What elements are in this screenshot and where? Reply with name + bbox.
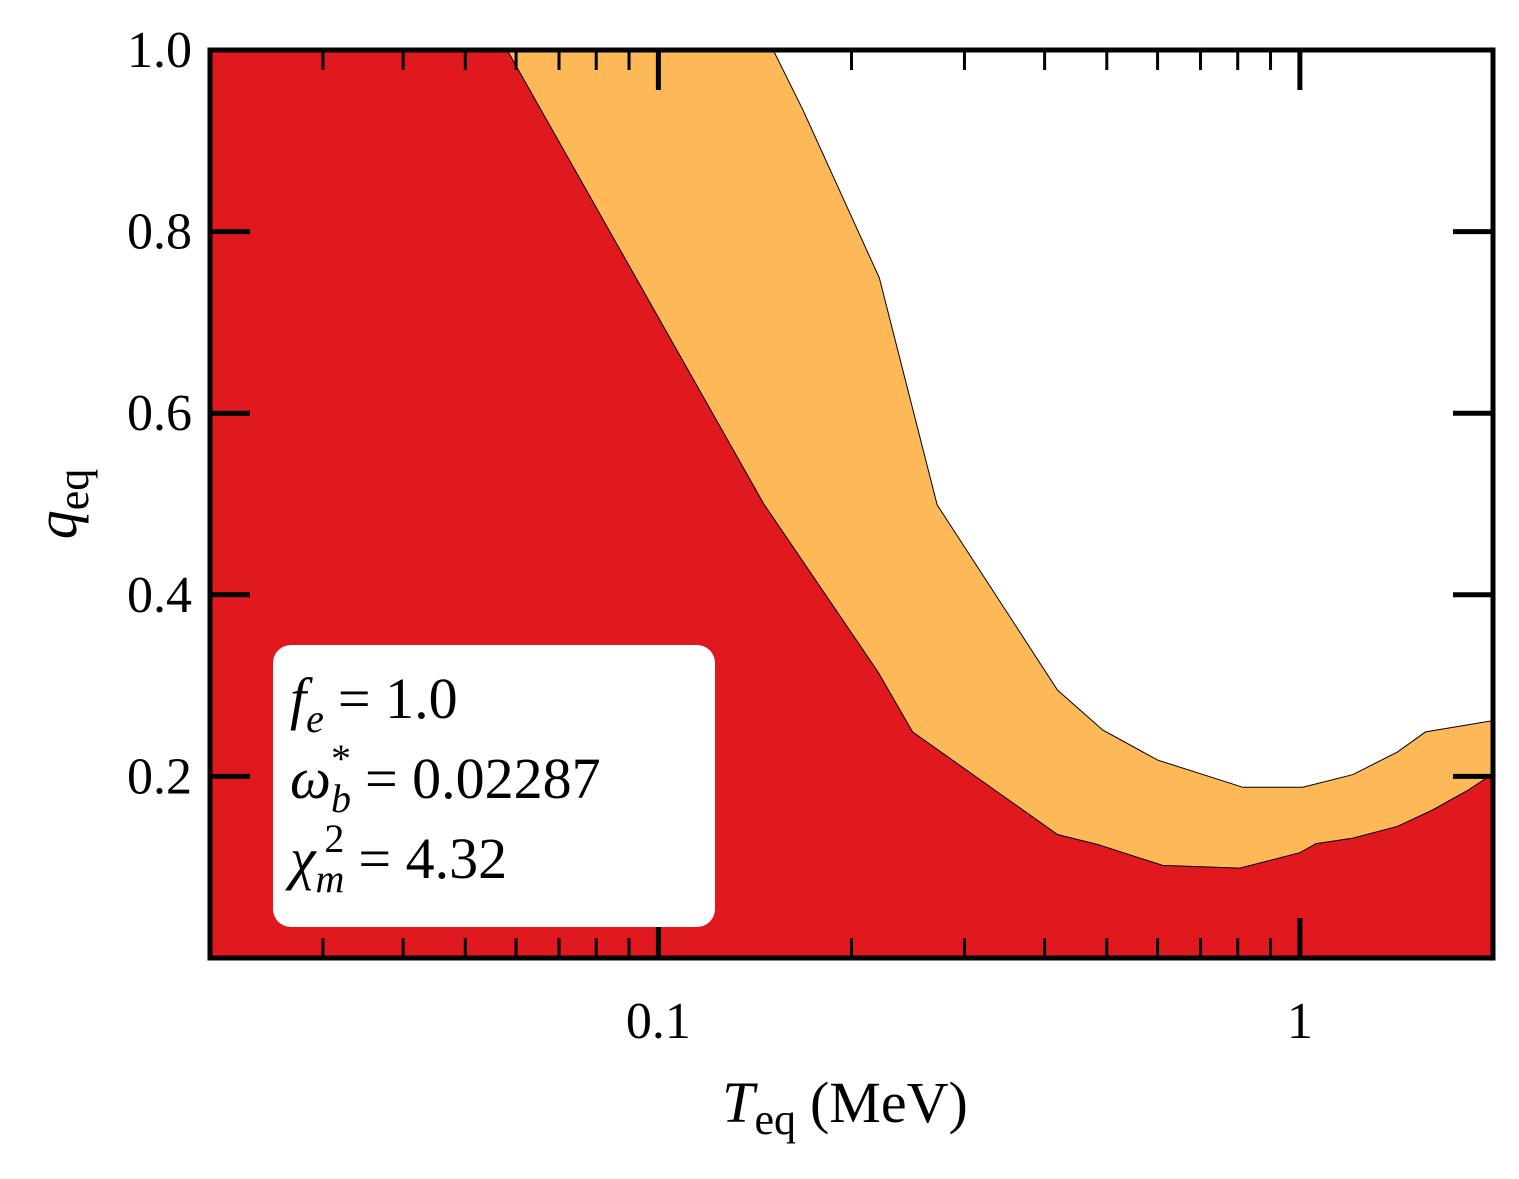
annotation-box [273,645,715,927]
y-label-symbol: q [24,510,89,539]
y-tick-label: 1.0 [127,22,192,79]
y-tick-label: 0.4 [127,567,192,624]
annotation-sup: 2 [324,816,344,861]
y-tick-label: 0.2 [127,748,192,805]
annotation-sub: m [316,856,345,901]
annotation: χm2 = 4.32 [285,816,507,901]
x-tick-label: 0.1 [626,993,691,1050]
x-axis-label: Teq (MeV) [722,1070,968,1144]
x-label-symbol: T [722,1070,758,1135]
y-tick-label: 0.6 [127,385,192,442]
y-tick-label: 0.8 [127,204,192,261]
annotation-symbol: ω [290,746,331,811]
annotation-sub: e [306,696,324,741]
annotation-text: = 0.02287 [365,746,601,811]
region-edge [506,50,1493,869]
y-label-sub: eq [49,469,98,511]
x-label-sub: eq [754,1095,796,1144]
annotation: ωb* = 0.02287 [290,736,601,821]
annotation-sup: * [331,736,351,781]
annotation-sub: b [331,776,351,821]
frame [207,47,1496,961]
annotation: fe = 1.0 [290,666,458,741]
annotation-symbol: χ [285,826,317,891]
x-tick-label: 1 [1287,993,1313,1050]
annotation-text: = 4.32 [358,826,507,891]
annotation-text: = 1.0 [338,666,458,731]
x-label-text: (MeV) [810,1070,968,1135]
region-edge [772,50,1493,788]
y-axis-label: qeq [24,469,98,540]
